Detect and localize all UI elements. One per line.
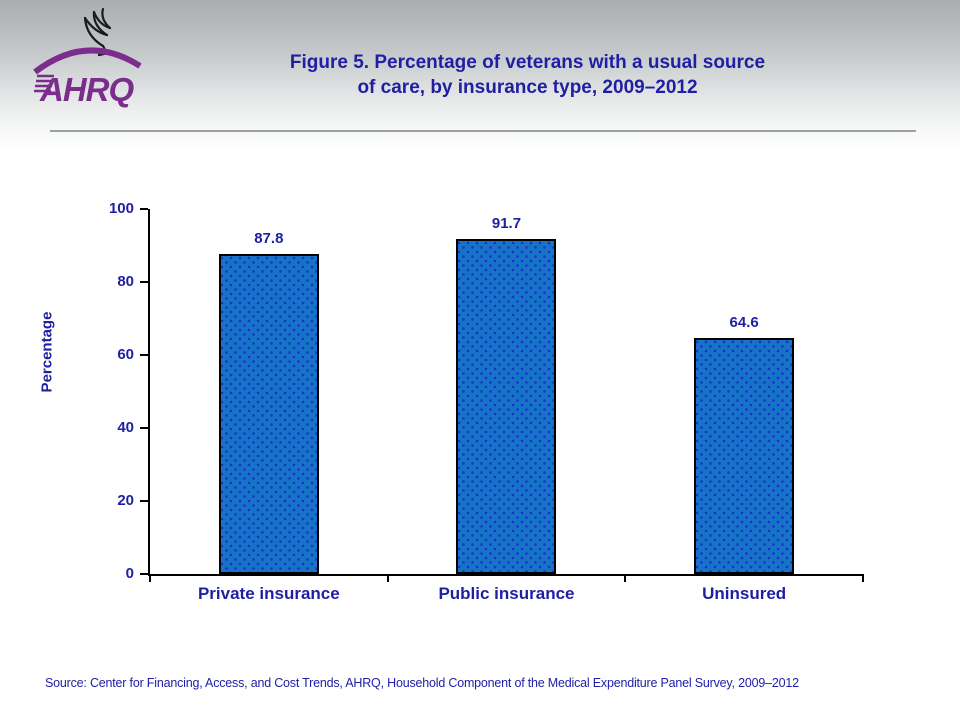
y-axis-tick-label: 0 — [125, 565, 134, 582]
x-axis-boundary-tick — [149, 574, 151, 582]
bar — [694, 338, 795, 574]
x-axis-boundary-tick — [386, 574, 389, 582]
figure-title-line1: Figure 5. Percentage of veterans with a … — [289, 52, 766, 73]
ahrq-logo: AHRQ — [33, 7, 142, 108]
y-axis-tick — [140, 354, 148, 356]
y-axis-tick-label: 40 — [117, 419, 134, 436]
category-label: Uninsured — [702, 584, 787, 603]
y-axis-tick — [140, 427, 148, 429]
bar-value-label: 87.8 — [254, 229, 284, 247]
y-axis-tick — [140, 208, 148, 210]
figure-title-line2: of care, by insurance type, 2009–2012 — [357, 77, 698, 98]
header-divider — [50, 130, 916, 132]
category-slot: 87.8 Private insurance — [150, 209, 388, 603]
logo-arc — [33, 47, 142, 75]
x-axis-boundary-tick — [624, 574, 627, 582]
y-axis-tick-label: 20 — [117, 492, 134, 509]
category-slot: 64.6 Uninsured — [625, 209, 863, 603]
source-note: Source: Center for Financing, Access, an… — [45, 676, 799, 690]
bar-value-label: 91.7 — [491, 215, 522, 233]
y-axis-tick-label: 80 — [117, 273, 134, 290]
y-axis-tick — [140, 573, 148, 575]
y-axis-tick-label: 100 — [108, 200, 134, 217]
category-slot: 91.7 Public insurance — [388, 209, 626, 603]
y-axis-title: Percentage — [38, 311, 56, 393]
logo-text: AHRQ — [39, 71, 134, 108]
bar — [456, 239, 557, 574]
category-label: Public insurance — [438, 584, 575, 603]
bar — [218, 253, 319, 574]
plot-area: 0 20 40 60 80 100 87.8 Private insurance 91.7 Pub… — [109, 200, 864, 603]
category-label: Private insurance — [197, 584, 340, 603]
bar-value-label: 64.6 — [729, 314, 759, 332]
y-axis-tick — [140, 281, 148, 283]
y-axis-tick-label: 60 — [117, 346, 134, 363]
figure-title: Figure 5. Percentage of veterans with a … — [240, 50, 815, 100]
y-axis-tick — [140, 500, 148, 502]
logo-stripes — [34, 74, 54, 93]
x-axis-boundary-tick — [862, 574, 864, 582]
